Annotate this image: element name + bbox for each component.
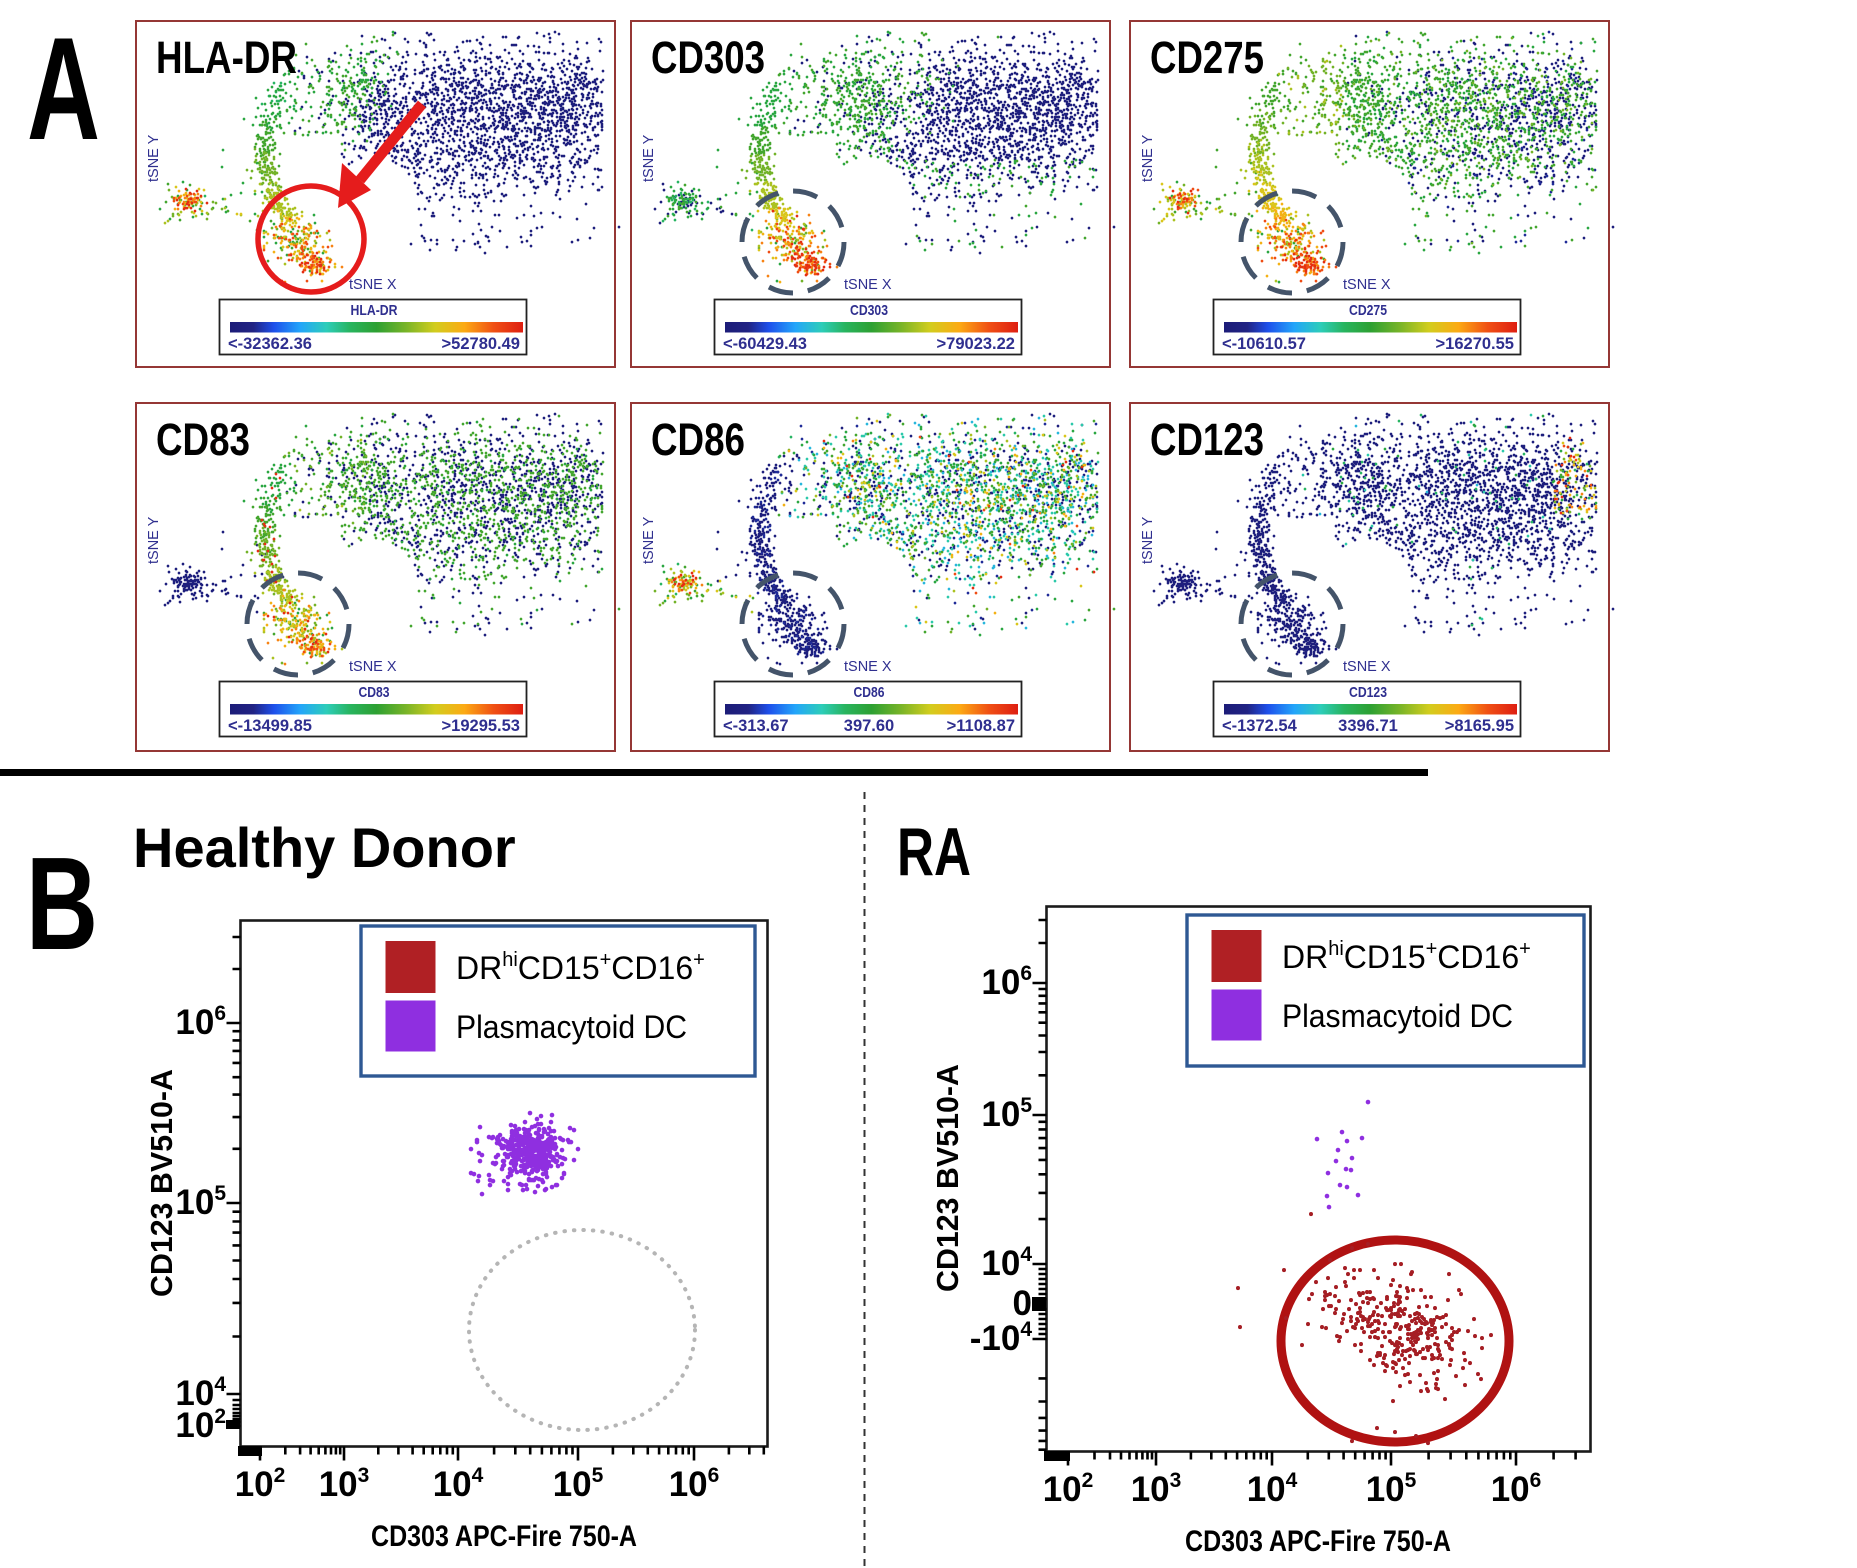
svg-text:HLA-DR: HLA-DR	[351, 302, 398, 319]
svg-text:tSNE Y: tSNE Y	[146, 134, 162, 182]
svg-text:CD303: CD303	[651, 32, 765, 83]
svg-text:CD303: CD303	[850, 302, 888, 319]
svg-text:HLA-DR: HLA-DR	[156, 32, 297, 83]
svg-text:Healthy Donor: Healthy Donor	[133, 816, 516, 879]
svg-text:CD83: CD83	[156, 414, 250, 465]
svg-text:0: 0	[1013, 1284, 1032, 1323]
svg-text:B: B	[26, 830, 98, 977]
svg-text:CD275: CD275	[1150, 32, 1264, 83]
svg-text:>19295.53: >19295.53	[442, 717, 520, 735]
svg-text:tSNE X: tSNE X	[1343, 277, 1391, 293]
svg-text:<-13499.85: <-13499.85	[228, 717, 312, 735]
svg-text:<-32362.36: <-32362.36	[228, 335, 312, 353]
svg-text:CD123 BV510-A: CD123 BV510-A	[144, 1069, 179, 1297]
svg-text:>16270.55: >16270.55	[1436, 335, 1514, 353]
svg-text:tSNE Y: tSNE Y	[641, 516, 657, 564]
svg-text:tSNE Y: tSNE Y	[1140, 134, 1156, 182]
svg-text:CD123: CD123	[1150, 414, 1264, 465]
svg-text:CD275: CD275	[1349, 302, 1387, 319]
svg-text:CD86: CD86	[854, 684, 885, 701]
svg-text:<-1372.54: <-1372.54	[1222, 717, 1298, 735]
svg-text:>1108.87: >1108.87	[947, 717, 1015, 735]
svg-text:106: 106	[1491, 1469, 1542, 1509]
svg-text:tSNE X: tSNE X	[1343, 659, 1391, 675]
svg-text:tSNE Y: tSNE Y	[146, 516, 162, 564]
svg-text:397.60: 397.60	[844, 717, 894, 735]
svg-text:tSNE Y: tSNE Y	[1140, 516, 1156, 564]
svg-text:<-313.67: <-313.67	[723, 717, 789, 735]
svg-text:CD303 APC-Fire 750-A: CD303 APC-Fire 750-A	[371, 1520, 637, 1553]
svg-text:>52780.49: >52780.49	[442, 335, 520, 353]
svg-text:tSNE X: tSNE X	[349, 659, 397, 675]
svg-text:tSNE X: tSNE X	[844, 277, 892, 293]
svg-text:<-60429.43: <-60429.43	[723, 335, 807, 353]
svg-text:CD86: CD86	[651, 414, 745, 465]
svg-text:104: 104	[433, 1464, 484, 1504]
svg-text:>79023.22: >79023.22	[937, 335, 1015, 353]
svg-text:tSNE Y: tSNE Y	[641, 134, 657, 182]
svg-text:CD83: CD83	[359, 684, 390, 701]
svg-text:Plasmacytoid DC: Plasmacytoid DC	[1282, 998, 1513, 1034]
svg-text:tSNE X: tSNE X	[349, 277, 397, 293]
svg-text:103: 103	[319, 1464, 370, 1504]
svg-text:CD123 BV510-A: CD123 BV510-A	[930, 1064, 965, 1292]
svg-text:DRhiCD15+CD16+: DRhiCD15+CD16+	[456, 949, 705, 986]
svg-text:>8165.95: >8165.95	[1445, 717, 1514, 735]
svg-text:tSNE X: tSNE X	[844, 659, 892, 675]
svg-text:CD303 APC-Fire 750-A: CD303 APC-Fire 750-A	[1185, 1525, 1451, 1558]
svg-text:104: 104	[981, 1243, 1032, 1283]
svg-text:3396.71: 3396.71	[1338, 717, 1398, 735]
svg-text:<-10610.57: <-10610.57	[1222, 335, 1306, 353]
svg-text:CD123: CD123	[1349, 684, 1387, 701]
svg-text:DRhiCD15+CD16+: DRhiCD15+CD16+	[1282, 938, 1531, 975]
svg-text:Plasmacytoid DC: Plasmacytoid DC	[456, 1009, 687, 1045]
svg-text:A: A	[27, 7, 100, 170]
svg-text:RA: RA	[897, 814, 971, 890]
